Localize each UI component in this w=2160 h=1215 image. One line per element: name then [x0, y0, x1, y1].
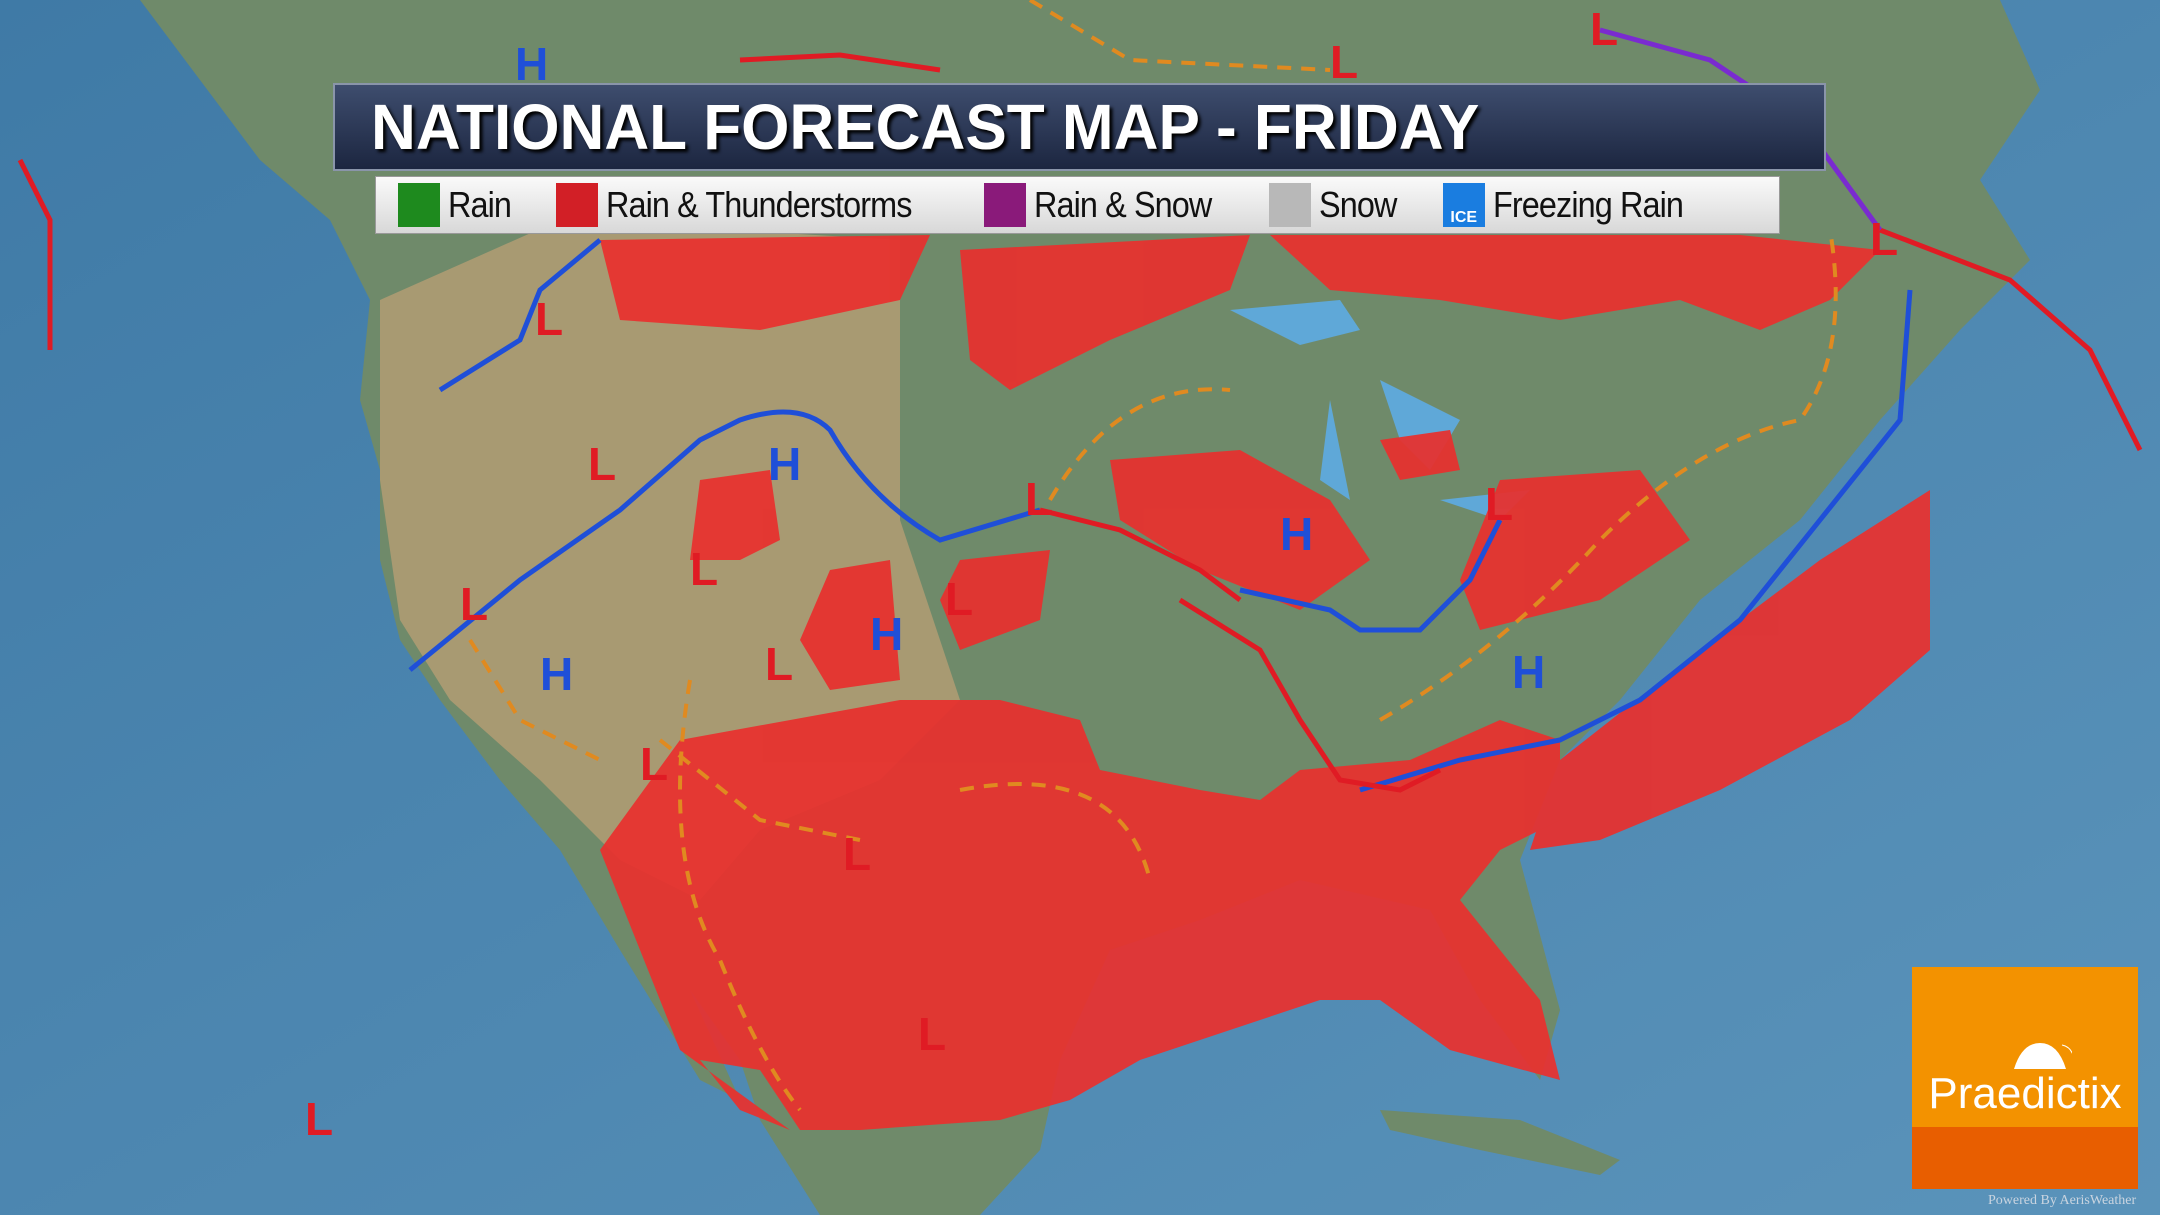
- trough-lines: [468, 0, 1838, 1112]
- low-pressure-label: L: [1025, 473, 1053, 525]
- cold-fronts: [408, 238, 1913, 793]
- legend-label: Rain: [448, 184, 512, 225]
- low-pressure-label: L: [690, 543, 718, 595]
- low-pressure-label: L: [765, 638, 793, 690]
- ice-badge: ICE: [1450, 209, 1478, 226]
- pressure-centers: H H H H H H L L L L L L L L L L L L L L …: [305, 3, 1898, 1145]
- logo-band: [1912, 1127, 2138, 1189]
- legend-item-rain: Rain: [398, 183, 518, 227]
- low-pressure-label: L: [843, 828, 871, 880]
- legend: Rain Rain & Thunderstorms Rain & Snow Sn…: [375, 176, 1780, 234]
- high-pressure-label: H: [1512, 646, 1545, 698]
- credit-text: Powered By AerisWeather: [1988, 1193, 2137, 1208]
- title-banner: NATIONAL FORECAST MAP - FRIDAY: [333, 83, 1826, 171]
- land-cuba: [1380, 1110, 1620, 1175]
- raindrop-icon: [398, 183, 440, 227]
- legend-item-rain-thunderstorms: Rain & Thunderstorms: [556, 183, 946, 227]
- legend-label: Snow: [1318, 184, 1397, 225]
- legend-item-freezing-rain: ICE Freezing Rain: [1442, 183, 1704, 227]
- low-pressure-label: L: [640, 738, 668, 790]
- praedictix-logo: Praedictix: [1912, 967, 2138, 1189]
- low-pressure-label: L: [305, 1093, 333, 1145]
- legend-item-snow: Snow: [1268, 183, 1405, 227]
- umbrella-icon: [2014, 1043, 2072, 1069]
- high-pressure-label: H: [540, 648, 573, 700]
- legend-item-rain-snow: Rain & Snow: [983, 183, 1231, 227]
- map-title: NATIONAL FORECAST MAP - FRIDAY: [371, 91, 1480, 163]
- low-pressure-label: L: [535, 293, 563, 345]
- lightning-icon: [556, 183, 599, 227]
- snowflake-icon: [983, 183, 1026, 227]
- low-pressure-label: L: [945, 573, 973, 625]
- logo-wordmark: Praedictix: [1928, 1069, 2122, 1118]
- ice-icon: ICE: [1442, 183, 1485, 227]
- low-pressure-label: L: [588, 438, 616, 490]
- high-pressure-label: H: [870, 608, 903, 660]
- low-pressure-label: L: [1485, 478, 1513, 530]
- rain-thunderstorm-areas: [600, 235, 1930, 1130]
- legend-label: Freezing Rain: [1492, 184, 1684, 225]
- low-pressure-label: L: [1330, 36, 1358, 88]
- high-pressure-label: H: [1280, 508, 1313, 560]
- low-pressure-label: L: [918, 1008, 946, 1060]
- high-pressure-label: H: [515, 38, 548, 90]
- low-pressure-label: L: [1870, 213, 1898, 265]
- snowflake-icon: [1268, 183, 1311, 227]
- low-pressure-label: L: [1590, 3, 1618, 55]
- low-pressure-label: L: [460, 578, 488, 630]
- legend-label: Rain & Snow: [1033, 184, 1212, 225]
- legend-label: Rain & Thunderstorms: [606, 184, 912, 225]
- high-pressure-label: H: [768, 438, 801, 490]
- warm-fronts: [17, 52, 2143, 793]
